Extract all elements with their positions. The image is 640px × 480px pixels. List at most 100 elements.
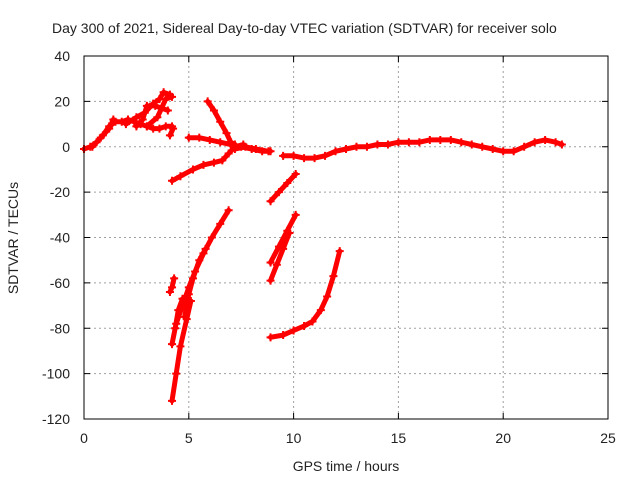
data-point: [168, 176, 177, 185]
data-point: [209, 106, 218, 115]
data-point: [168, 92, 177, 101]
data-point: [241, 142, 250, 151]
data-point: [335, 247, 344, 256]
data-point: [291, 210, 300, 219]
data-point: [283, 179, 292, 188]
data-point: [541, 135, 550, 144]
chart-title: Day 300 of 2021, Sidereal Day-to-day VTE…: [52, 20, 557, 36]
data-point: [446, 135, 455, 144]
data-point: [180, 312, 189, 321]
x-axis-label: GPS time / hours: [293, 458, 400, 474]
data-point: [151, 101, 160, 110]
y-tick-label: -120: [42, 411, 70, 427]
data-point: [300, 154, 309, 163]
data-point: [478, 142, 487, 151]
data-point: [161, 95, 170, 104]
series-trace: [144, 94, 175, 129]
data-point: [310, 154, 319, 163]
data-point: [132, 113, 141, 122]
data-point: [279, 331, 288, 340]
y-tick-label: -60: [50, 275, 70, 291]
data-point: [153, 113, 162, 122]
data-point: [199, 160, 208, 169]
data-point: [142, 122, 151, 131]
data-point: [172, 319, 181, 328]
data-point: [404, 138, 413, 147]
data-point: [264, 147, 273, 156]
data-point: [342, 145, 350, 154]
data-point: [168, 283, 177, 292]
y-tick-label: -100: [42, 366, 70, 382]
series-trace: [268, 248, 343, 340]
y-tick-label: 0: [62, 139, 70, 155]
data-point: [205, 135, 214, 144]
data-point: [105, 124, 114, 133]
data-point: [222, 129, 231, 138]
series-trace: [268, 230, 292, 284]
data-point: [132, 122, 141, 131]
data-point: [352, 142, 361, 151]
y-tick-label: -80: [50, 320, 70, 336]
data-point: [168, 396, 177, 405]
data-point: [274, 188, 283, 197]
data-point: [289, 151, 298, 160]
series-trace: [232, 144, 271, 154]
plot-frame: [83, 55, 609, 420]
data-point: [230, 145, 239, 154]
x-tick-label: 10: [286, 430, 302, 446]
data-point: [291, 169, 300, 178]
data-point: [331, 147, 340, 156]
data-point: [329, 272, 338, 281]
data-point: [557, 140, 566, 149]
data-point: [285, 228, 294, 237]
y-tick-labels: -120 -100 -80 -60 -40 -20 0 20 40: [42, 48, 70, 427]
series-trace: [89, 117, 116, 150]
data-point: [226, 138, 235, 147]
data-point: [88, 142, 97, 151]
data-point: [251, 145, 260, 154]
data-point: [163, 106, 172, 115]
data-point: [321, 151, 330, 160]
data-point: [165, 287, 174, 296]
data-point: [195, 256, 204, 265]
data-point: [169, 124, 178, 133]
data-point: [316, 306, 325, 315]
data-point: [165, 131, 174, 140]
y-tick-label: 20: [54, 93, 70, 109]
data-point: [216, 138, 225, 147]
series-trace: [268, 212, 299, 265]
data-point: [436, 135, 445, 144]
data-point: [216, 219, 225, 228]
data-point: [155, 124, 164, 133]
data-point: [457, 138, 466, 147]
y-axis-label: SDTVAR / TECUs: [5, 182, 21, 294]
data-point: [172, 369, 181, 378]
data-point: [308, 317, 317, 326]
x-tick-label: 0: [80, 430, 88, 446]
data-point: [188, 165, 197, 174]
data-point: [289, 326, 298, 335]
data-point: [383, 140, 392, 149]
y-tick-label: -40: [50, 230, 70, 246]
x-tick-label: 25: [600, 430, 616, 446]
data-point: [488, 145, 497, 154]
data-point: [142, 101, 151, 110]
data-point: [425, 135, 434, 144]
data-point: [266, 276, 275, 285]
data-point: [168, 340, 177, 349]
y-tick-label: -20: [50, 184, 70, 200]
series-trace: [280, 137, 565, 161]
data-point: [188, 274, 197, 283]
data-point: [266, 258, 275, 267]
data-point: [362, 142, 371, 151]
data-point: [203, 97, 212, 106]
x-tick-label: 5: [185, 430, 193, 446]
x-tick-label: 15: [391, 430, 407, 446]
data-point: [394, 138, 403, 147]
data-point: [209, 158, 218, 167]
x-tick-label: 20: [495, 430, 511, 446]
data-point: [96, 133, 105, 142]
data-point: [184, 133, 193, 142]
data-point: [279, 151, 288, 160]
